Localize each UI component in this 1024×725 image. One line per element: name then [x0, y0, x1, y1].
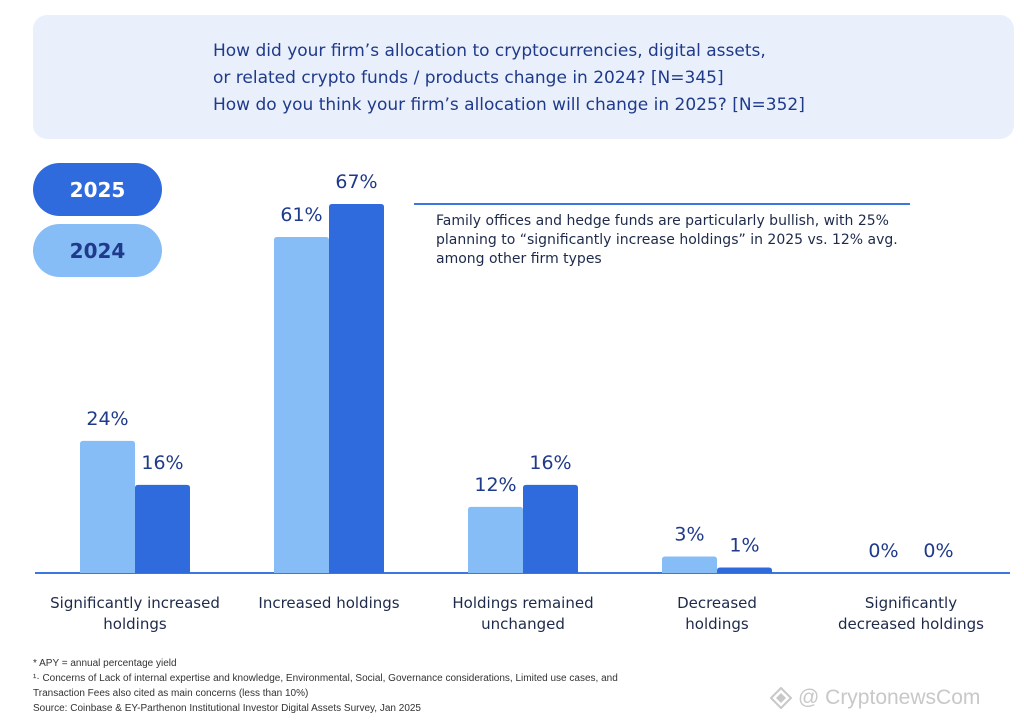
footnote-apy: * APY = annual percentage yield — [33, 658, 177, 669]
category-label-2-1: unchanged — [481, 615, 565, 633]
footnote-concerns-cont: Transaction Fees also cited as main conc… — [33, 688, 309, 699]
category-label-3-1: holdings — [685, 615, 749, 633]
category-label-2-0: Holdings remained — [452, 594, 593, 612]
bar-2025-1 — [329, 204, 384, 573]
bar-2025-2 — [523, 484, 578, 573]
bar-2024-3 — [662, 556, 717, 573]
legend-2025: 2025 — [33, 163, 162, 216]
watermark-text: @ CryptonewsCom — [798, 686, 981, 709]
bar-2025-3 — [717, 567, 772, 573]
data-label-2025-2: 16% — [529, 452, 571, 474]
data-label-2025-0: 16% — [141, 452, 183, 474]
question-line-1: How did your firm’s allocation to crypto… — [213, 41, 766, 61]
data-label-2025-1: 67% — [335, 171, 377, 193]
data-label-2025-4: 0% — [923, 540, 953, 562]
category-label-0-0: Significantly increased — [50, 594, 220, 612]
bar-2025-0 — [135, 484, 190, 573]
legend-2024: 2024 — [33, 224, 162, 277]
question-header: How did your firm’s allocation to crypto… — [33, 15, 1014, 139]
diamond-logo-icon — [770, 687, 792, 710]
data-label-2025-3: 1% — [729, 534, 759, 556]
bar-2024-2 — [468, 506, 523, 573]
bar-2024-1 — [274, 237, 329, 573]
category-label-3-0: Decreased — [677, 594, 757, 612]
data-label-2024-1: 61% — [280, 204, 322, 226]
data-label-2024-3: 3% — [674, 523, 704, 545]
callout-text: Family offices and hedge funds are parti… — [436, 213, 898, 267]
data-label-2024-2: 12% — [474, 474, 516, 496]
category-label-1-0: Increased holdings — [258, 594, 399, 612]
footnote-concerns: ¹· Concerns of Lack of internal expertis… — [33, 673, 618, 684]
category-label-4-1: decreased holdings — [838, 615, 984, 633]
category-label-4-0: Significantly — [865, 594, 957, 612]
callout-divider — [414, 203, 910, 205]
data-label-2024-0: 24% — [86, 408, 128, 430]
watermark: @ CryptonewsCom — [770, 686, 980, 710]
question-line-2: or related crypto funds / products chang… — [213, 68, 724, 88]
category-label-0-1: holdings — [103, 615, 167, 633]
footnote-source: Source: Coinbase & EY-Parthenon Institut… — [33, 703, 421, 714]
data-label-2024-4: 0% — [868, 540, 898, 562]
bar-2024-0 — [80, 440, 135, 573]
question-line-3: How do you think your firm’s allocation … — [213, 95, 805, 115]
